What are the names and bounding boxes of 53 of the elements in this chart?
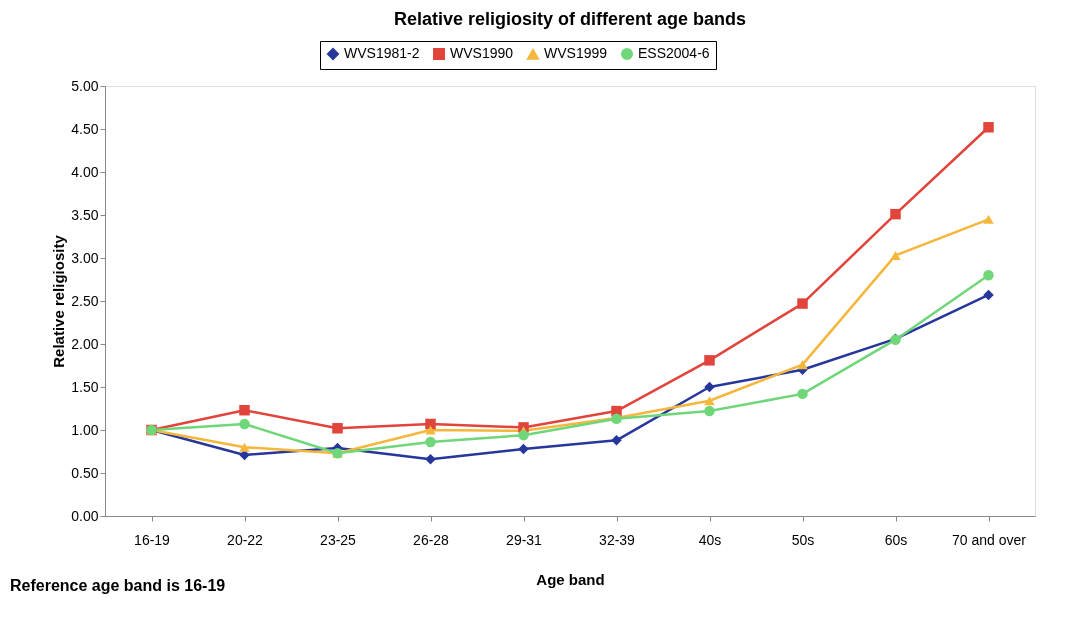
y-tick-label: 2.00 bbox=[71, 335, 99, 352]
point bbox=[425, 425, 436, 435]
legend-label: WVS1999 bbox=[544, 45, 608, 62]
legend-label: WVS1981-2 bbox=[344, 45, 420, 61]
x-axis-title: Age band bbox=[536, 570, 605, 588]
point bbox=[704, 355, 715, 366]
x-tick-label: 32-39 bbox=[599, 531, 636, 548]
point bbox=[890, 250, 901, 260]
point bbox=[983, 122, 994, 133]
point bbox=[704, 381, 715, 393]
point bbox=[704, 396, 715, 406]
point bbox=[983, 269, 994, 281]
y-tick-label: 3.00 bbox=[71, 249, 99, 266]
y-tick-label: 2.50 bbox=[71, 292, 99, 309]
point bbox=[239, 442, 250, 452]
y-tick-label: 4.00 bbox=[71, 163, 99, 180]
point bbox=[797, 298, 808, 309]
point bbox=[704, 405, 715, 417]
y-axis-title: Relative religiosity bbox=[50, 234, 68, 368]
x-tick-label: 70 and over bbox=[952, 531, 1027, 548]
point bbox=[425, 454, 436, 465]
point bbox=[611, 435, 622, 446]
x-tick-label: 23-25 bbox=[320, 531, 357, 548]
text: Reference age band is 16-19 bbox=[10, 577, 226, 594]
point bbox=[518, 429, 529, 441]
y-tick-label: 5.00 bbox=[71, 77, 99, 94]
point bbox=[983, 214, 994, 224]
y-tick-label: 4.50 bbox=[71, 120, 99, 137]
legend-label: WVS1990 bbox=[450, 45, 514, 61]
point bbox=[890, 208, 901, 220]
x-tick-label: 29-31 bbox=[506, 531, 543, 548]
y-tick-label: 3.50 bbox=[71, 206, 99, 223]
point bbox=[425, 418, 436, 430]
x-tick-label: 60s bbox=[884, 531, 908, 548]
y-tick-label: 0.00 bbox=[71, 507, 99, 524]
point bbox=[797, 360, 808, 370]
point bbox=[239, 404, 250, 416]
x-tick-label: 16-19 bbox=[134, 531, 171, 548]
x-tick-label: 50s bbox=[791, 531, 815, 548]
point bbox=[797, 388, 808, 400]
y-tick-label: 1.00 bbox=[71, 421, 99, 438]
y-tick-label: 0.50 bbox=[71, 464, 99, 481]
point bbox=[332, 423, 343, 434]
y-tick-label: 1.50 bbox=[71, 378, 99, 395]
point bbox=[425, 436, 436, 448]
x-tick-label: 40s bbox=[698, 531, 722, 548]
x-tick-label: 20-22 bbox=[227, 531, 264, 548]
point bbox=[518, 443, 529, 455]
legend-label: ESS2004-6 bbox=[638, 45, 710, 61]
point bbox=[983, 289, 994, 301]
point bbox=[239, 418, 250, 430]
chart-title: Relative religiosity of different age bands bbox=[393, 8, 747, 29]
x-tick-label: 26-28 bbox=[413, 531, 450, 548]
